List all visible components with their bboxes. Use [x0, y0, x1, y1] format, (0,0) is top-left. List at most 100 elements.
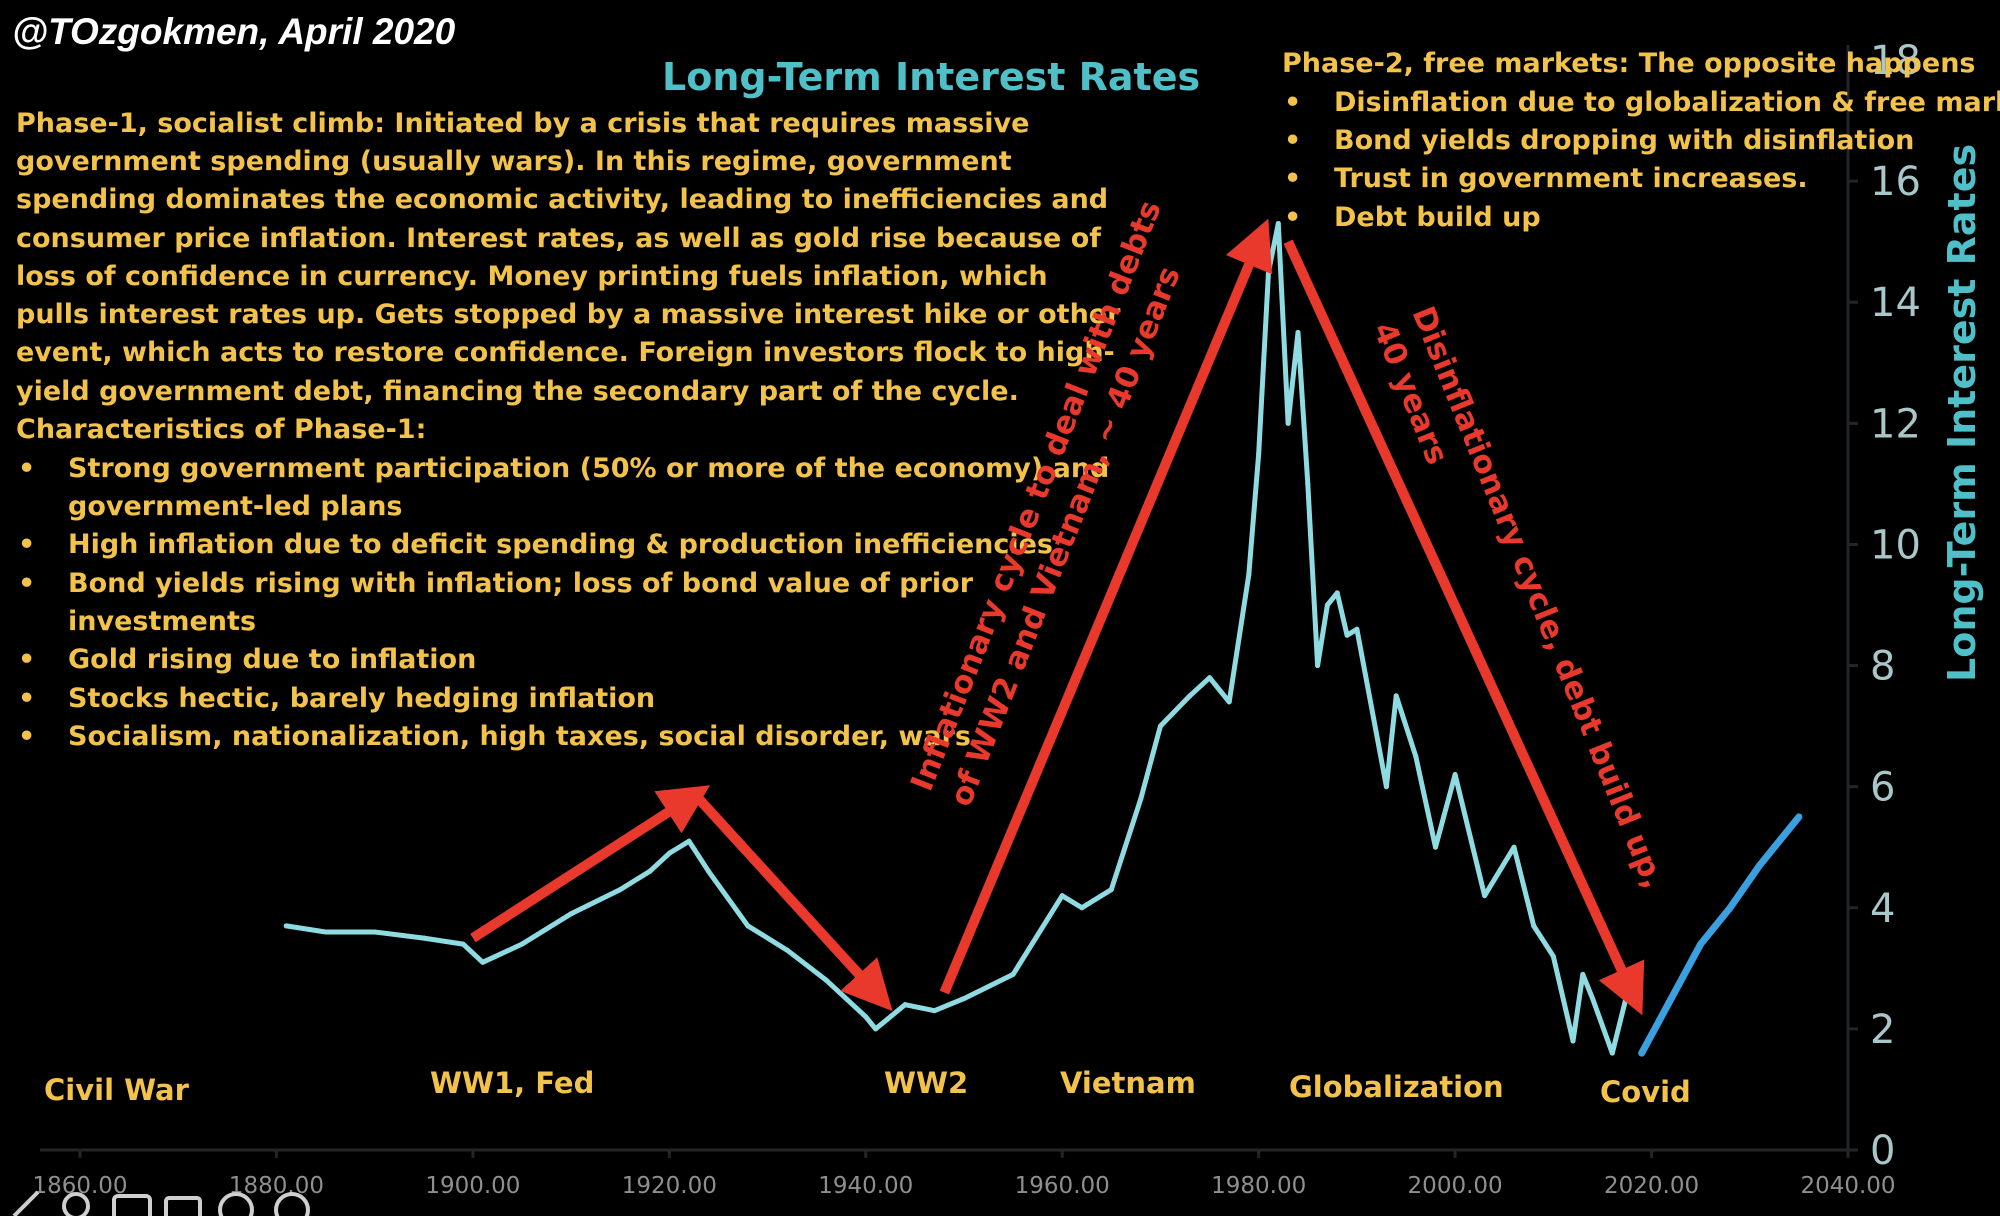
zoom-icon[interactable]: [62, 1192, 90, 1216]
event-covid: Covid: [1600, 1075, 1691, 1109]
data-point: [823, 977, 829, 983]
y-tick-label: 4: [1870, 886, 1895, 932]
pen-icon[interactable]: [12, 1190, 40, 1216]
y-tick-label: 6: [1870, 765, 1895, 811]
event-ww2: WW2: [884, 1066, 968, 1100]
data-point: [863, 1014, 869, 1020]
series-line-projection: [1638, 813, 1803, 1057]
data-point: [1324, 602, 1330, 608]
y-tick-label: 18: [1870, 38, 1921, 84]
data-point: [1609, 1050, 1615, 1056]
phase1-bullet: Stocks hectic, barely hedging inflation: [68, 683, 655, 714]
viewer-toolbar[interactable]: [12, 1190, 310, 1216]
svg-text:•: •: [1284, 202, 1301, 233]
event-ww1-fed: WW1, Fed: [430, 1066, 594, 1100]
x-tick-label: 1900.00: [425, 1173, 520, 1199]
data-point: [1383, 784, 1389, 790]
data-point: [1295, 330, 1301, 335]
data-point: [784, 947, 790, 953]
data-point: [1138, 796, 1144, 802]
phase1-line: pulls interest rates up. Gets stopped by…: [16, 299, 1121, 330]
data-point: [1531, 923, 1537, 929]
data-point: [706, 868, 712, 874]
svg-text:•: •: [1284, 125, 1301, 156]
x-tick-label: 1920.00: [622, 1173, 717, 1199]
x-tick-label: 2020.00: [1604, 1173, 1699, 1199]
y-axis-label: Long-Term Interest Rates: [1940, 144, 1984, 682]
y-tick-label: 8: [1870, 644, 1895, 690]
data-point: [1590, 996, 1596, 1002]
phase2-bullet: Trust in government increases.: [1334, 163, 1808, 194]
phase1-line: yield government debt, financing the sec…: [16, 376, 1019, 407]
x-tick-label: 2000.00: [1408, 1173, 1503, 1199]
y-tick-label: 10: [1870, 522, 1921, 568]
phase2-bullet: Disinflation due to globalization & free…: [1334, 87, 2000, 118]
svg-text:•: •: [18, 453, 35, 484]
data-point: [1452, 772, 1458, 778]
data-point: [480, 959, 486, 965]
phase1-line: Phase-1, socialist climb: Initiated by a…: [16, 108, 1029, 139]
data-point: [745, 923, 751, 929]
svg-text:•: •: [18, 644, 35, 675]
phase1-bullet: government-led plans: [68, 491, 403, 522]
data-point: [323, 929, 329, 935]
captions-icon[interactable]: [112, 1194, 152, 1216]
y-tick-label: 0: [1870, 1128, 1895, 1174]
data-point: [932, 1008, 938, 1014]
phase1-line: spending dominates the economic activity…: [16, 184, 1108, 215]
phase1-bullet: investments: [68, 606, 256, 637]
next-arrow-icon[interactable]: [274, 1192, 310, 1216]
phase2-bullet: Debt build up: [1334, 202, 1541, 233]
phase1-line: government spending (usually wars). In t…: [16, 146, 1012, 177]
phase2-bullet: Bond yields dropping with disinflation: [1334, 125, 1914, 156]
phase1-line: consumer price inflation. Interest rates…: [16, 223, 1101, 254]
y-tick-label: 14: [1870, 280, 1921, 326]
data-point: [1187, 693, 1193, 699]
data-point: [1207, 675, 1213, 681]
data-point: [1393, 693, 1399, 699]
data-point: [1432, 844, 1438, 850]
data-point: [1511, 844, 1517, 850]
arrow-layer: [470, 218, 1645, 1016]
chart-title: Long-Term Interest Rates: [662, 55, 1200, 99]
data-point: [1275, 221, 1281, 226]
data-point: [686, 838, 692, 844]
data-point: [1354, 626, 1360, 632]
data-point: [1108, 887, 1114, 893]
data-point: [1010, 971, 1016, 977]
data-point: [1285, 420, 1291, 426]
trend-arrow-4: [1283, 239, 1645, 1016]
data-point: [1580, 971, 1586, 977]
trend-arrow-1: [470, 785, 710, 943]
data-point: [1246, 572, 1252, 578]
data-point: [460, 941, 466, 947]
data-point: [1570, 1038, 1576, 1044]
data-point: [568, 911, 574, 917]
event-labels: Civil War WW1, Fed WW2 Vietnam Globaliza…: [44, 1066, 1691, 1109]
series-line-long-term-rates: [283, 221, 1635, 1056]
data-point: [1079, 905, 1085, 911]
data-point: [873, 1026, 879, 1032]
more-icon[interactable]: [218, 1192, 254, 1216]
video-icon[interactable]: [164, 1196, 202, 1216]
data-point: [1482, 893, 1488, 899]
event-civil-war: Civil War: [44, 1073, 190, 1107]
data-point: [1305, 481, 1311, 487]
data-point: [1157, 723, 1163, 729]
phase1-line: loss of confidence in currency. Money pr…: [16, 261, 1048, 292]
data-point: [519, 941, 525, 947]
data-point: [1629, 971, 1635, 977]
data-point: [1550, 953, 1556, 959]
svg-text:•: •: [18, 721, 35, 752]
phase1-bullet: Socialism, nationalization, high taxes, …: [68, 721, 971, 752]
x-tick-label: 2040.00: [1800, 1173, 1895, 1199]
data-point: [421, 935, 427, 941]
data-point: [1256, 451, 1262, 457]
x-tick-label: 1960.00: [1015, 1173, 1110, 1199]
data-point: [902, 1002, 908, 1008]
svg-text:•: •: [18, 529, 35, 560]
phase1-line: event, which acts to restore confidence.…: [16, 337, 1115, 368]
svg-text:•: •: [1284, 87, 1301, 118]
event-globalization: Globalization: [1289, 1070, 1504, 1104]
